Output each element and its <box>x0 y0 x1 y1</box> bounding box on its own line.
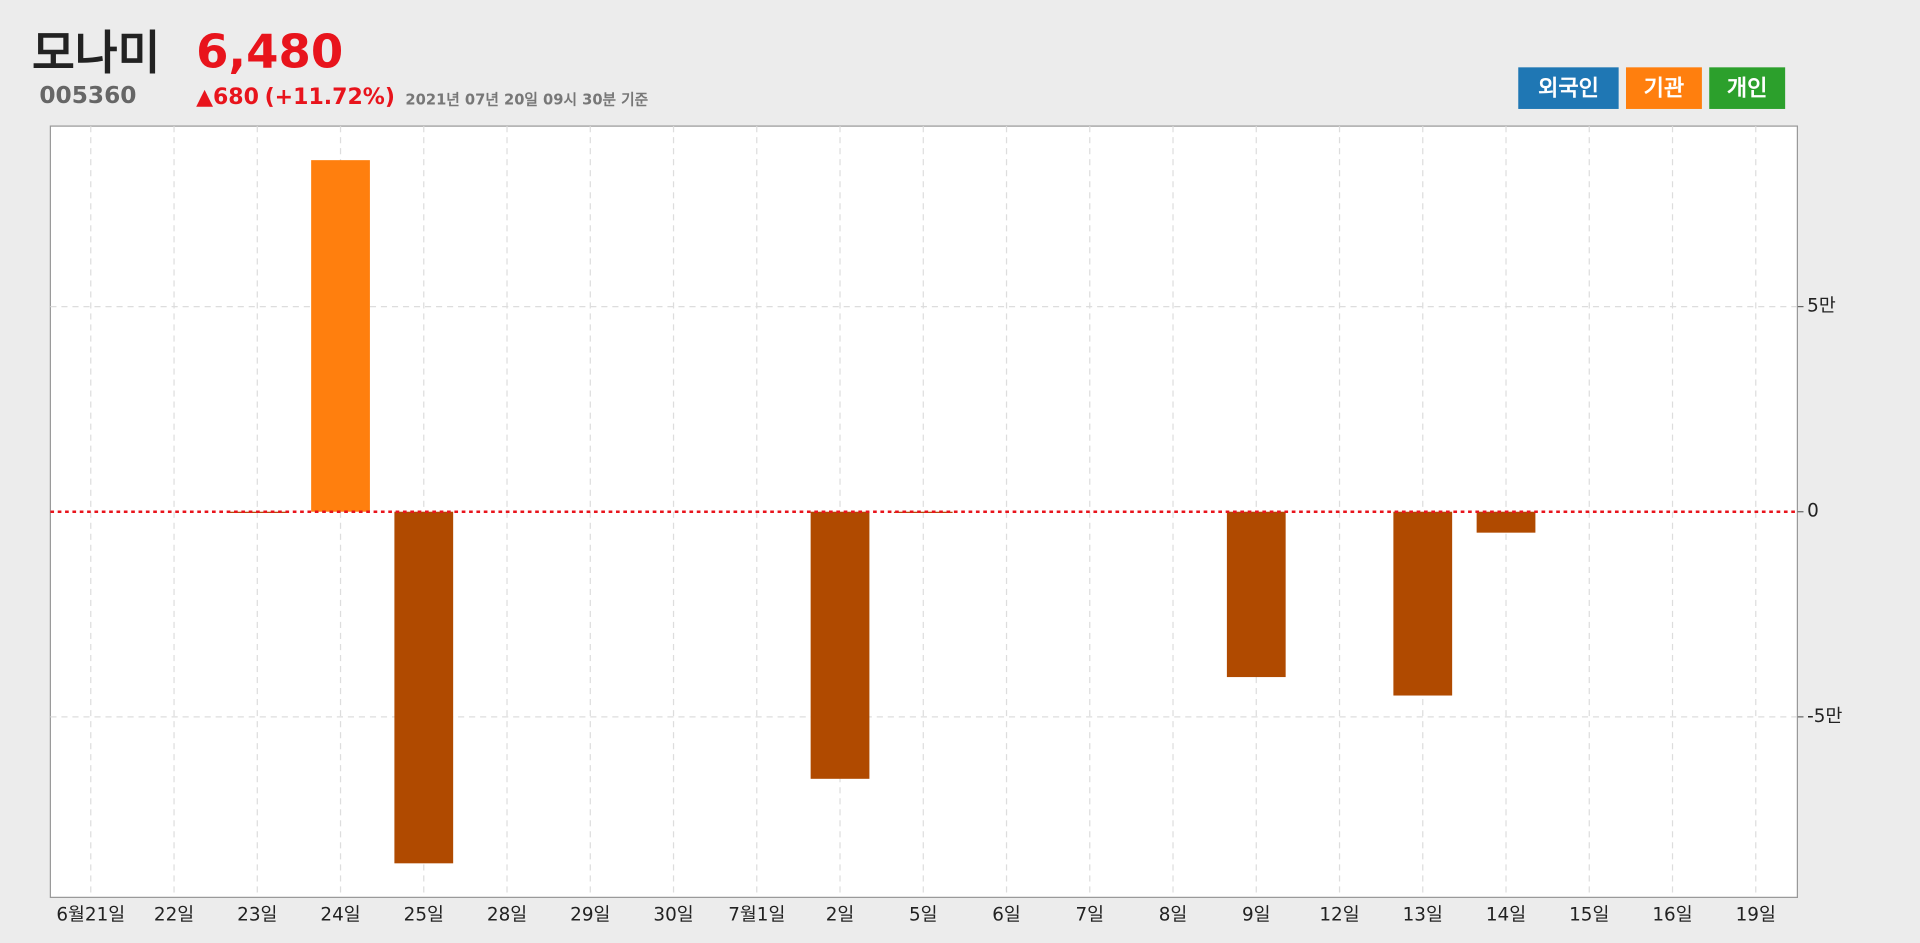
x-tick-label: 13일 <box>1403 905 1443 926</box>
legend-button[interactable] <box>1518 67 1619 109</box>
bar <box>893 511 953 513</box>
legend-label[interactable]: 외국인 <box>1538 76 1599 101</box>
x-tick-label: 6월21일 <box>56 905 125 926</box>
timestamp: 2021년 07년 20일 09시 30분 기준 <box>405 91 648 108</box>
legend-label[interactable]: 개인 <box>1727 76 1768 101</box>
bar <box>810 511 870 779</box>
x-tick-label: 7일 <box>1075 905 1104 926</box>
legend-button[interactable] <box>1709 67 1786 109</box>
bar <box>1393 511 1453 696</box>
x-tick-label: 5일 <box>909 905 938 926</box>
stock-code: 005360 <box>39 82 136 109</box>
x-tick-label: 28일 <box>487 905 527 926</box>
stock-name: 모나미 <box>32 26 160 80</box>
y-tick-label: 5만 <box>1807 296 1836 317</box>
bar <box>1226 511 1286 678</box>
x-tick-label: 16일 <box>1652 905 1692 926</box>
legend-label[interactable]: 기관 <box>1644 76 1685 101</box>
price: 6,480 <box>196 25 343 79</box>
x-tick-label: 30일 <box>653 905 693 926</box>
x-tick-label: 9일 <box>1242 905 1271 926</box>
x-tick-label: 29일 <box>570 905 610 926</box>
x-tick-label: 7월1일 <box>728 905 785 926</box>
y-tick-label: -5만 <box>1807 706 1842 727</box>
x-tick-label: 15일 <box>1569 905 1609 926</box>
x-tick-label: 22일 <box>154 905 194 926</box>
x-tick-label: 2일 <box>826 905 855 926</box>
x-tick-label: 24일 <box>320 905 360 926</box>
x-tick-label: 14일 <box>1486 905 1526 926</box>
change-rate: (+11.72%) <box>265 85 395 110</box>
bar <box>394 511 454 864</box>
x-tick-label: 6일 <box>992 905 1021 926</box>
y-tick-label: 0 <box>1807 501 1819 522</box>
bar <box>1476 511 1536 533</box>
x-tick-label: 8일 <box>1159 905 1188 926</box>
legend-button[interactable] <box>1625 67 1702 109</box>
bar <box>311 160 370 512</box>
x-tick-label: 12일 <box>1319 905 1359 926</box>
change: ▲680 <box>196 85 259 110</box>
x-tick-label: 23일 <box>237 905 277 926</box>
x-tick-label: 19일 <box>1736 905 1776 926</box>
x-tick-label: 25일 <box>404 905 444 926</box>
